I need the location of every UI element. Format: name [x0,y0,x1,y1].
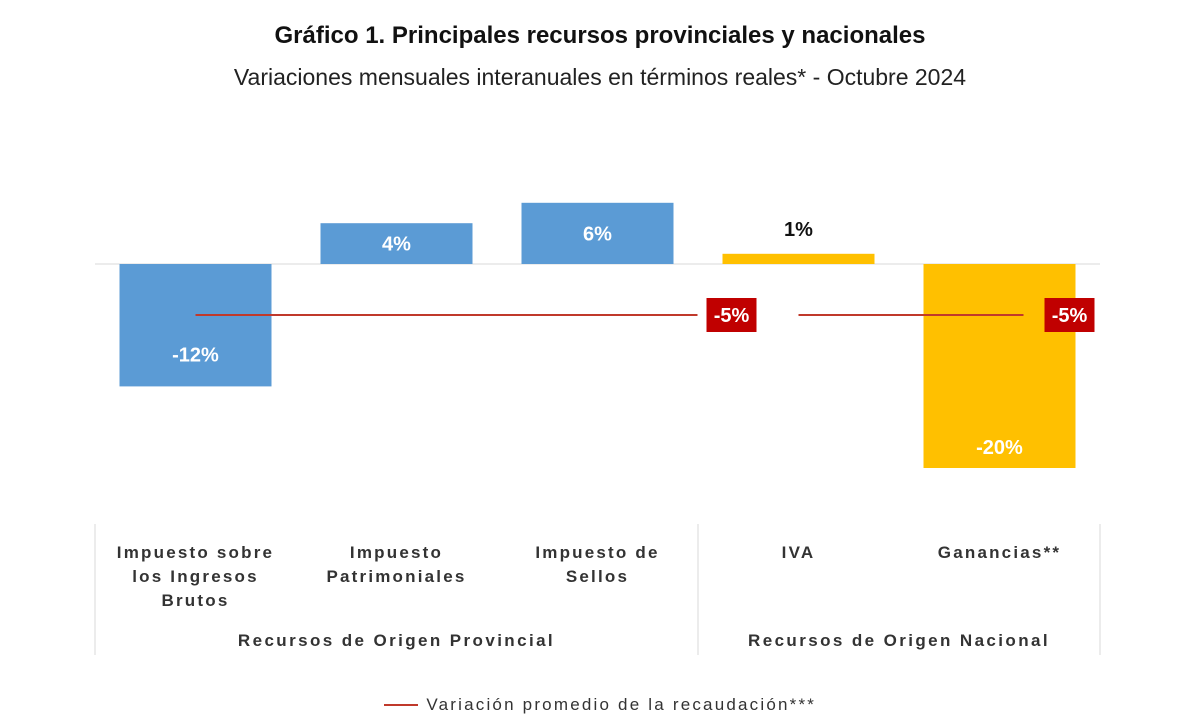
bar [521,202,674,264]
data-label: 4% [382,234,411,256]
category-label: Ganancias** [937,543,1062,562]
data-label: 6% [583,223,612,245]
data-label: -20% [976,437,1023,459]
data-label: -12% [172,344,219,366]
legend-swatch [383,704,418,706]
bar [722,253,875,264]
bar [320,223,473,264]
category-label: IVA [781,543,816,562]
average-label: -5% [1052,305,1088,327]
category-label: Impuesto de Sellos [535,543,660,586]
chart-title: Gráfico 1. Principales recursos provinci… [274,22,926,49]
group-label: Recursos de Origen Nacional [748,631,1050,650]
data-label: 1% [784,219,813,241]
average-label-box [706,298,757,332]
category-label: Impuesto sobre los Ingresos Brutos [116,543,275,610]
category-label: Impuesto Patrimoniales [326,543,467,586]
average-label: -5% [714,305,750,327]
average-label-box [1044,298,1095,332]
chart-subtitle: Variaciones mensuales interanuales en té… [233,64,967,90]
group-label: Recursos de Origen Provincial [237,631,556,650]
bar [119,264,272,387]
legend: Variación promedio de la recaudación*** [0,695,1200,715]
legend-label: Variación promedio de la recaudación*** [426,695,817,714]
